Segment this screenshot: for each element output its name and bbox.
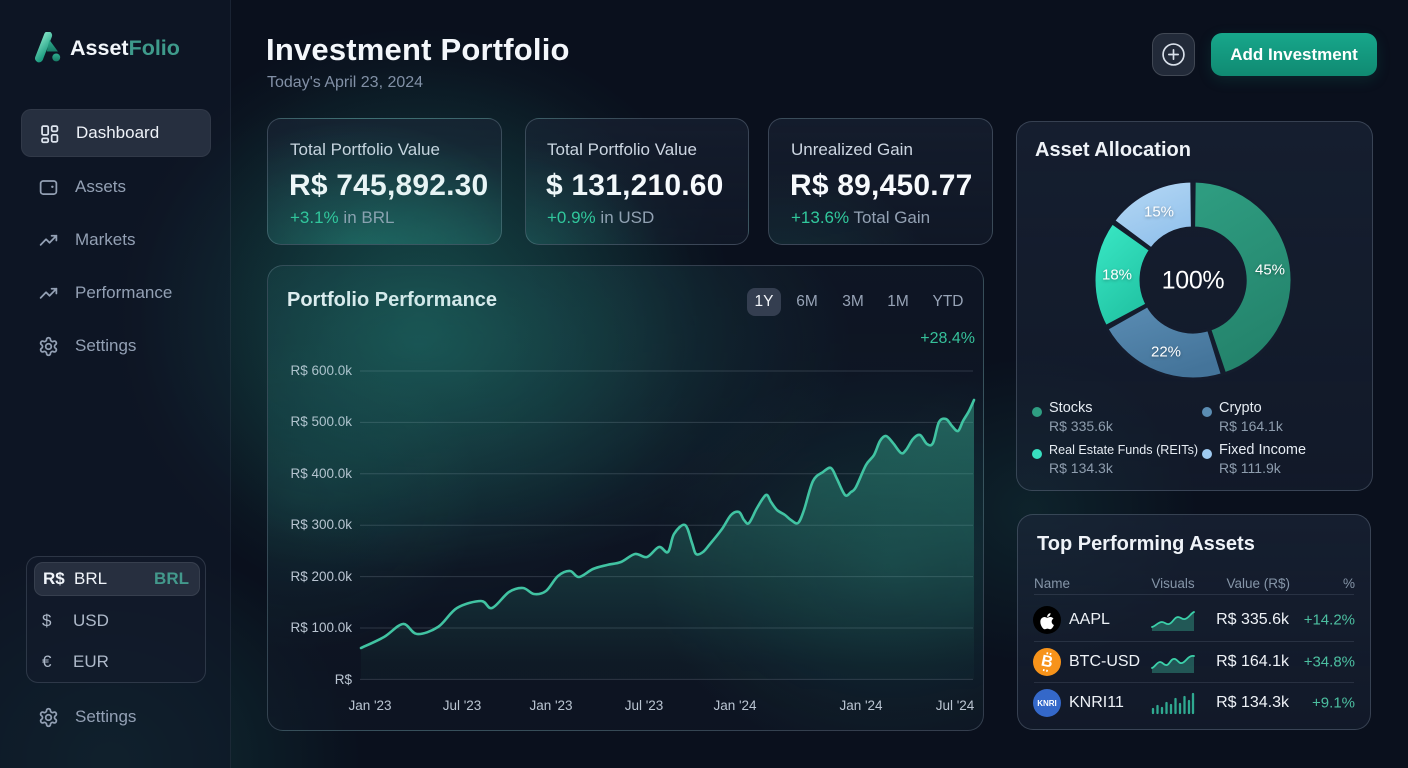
svg-text:B: B xyxy=(1040,652,1055,671)
svg-text:KNRI: KNRI xyxy=(1037,699,1057,708)
